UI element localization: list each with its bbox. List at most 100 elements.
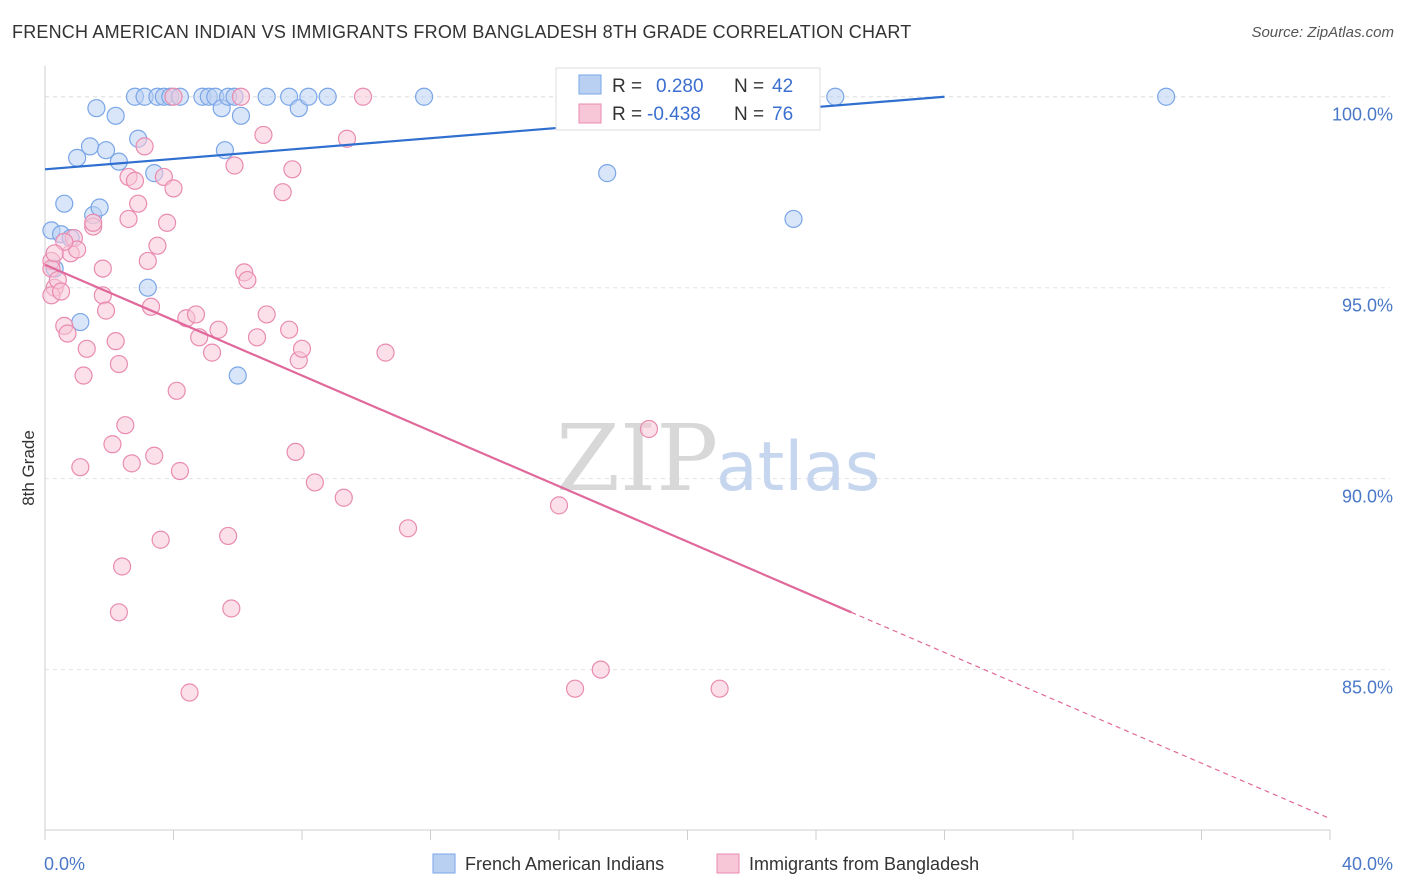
y-tick-labels: 85.0% 90.0% 95.0% 100.0% (1332, 105, 1393, 698)
data-point (710, 679, 729, 698)
data-point (273, 183, 292, 202)
legend-label-immigrants-from-bangladesh: Immigrants from Bangladesh (749, 854, 979, 874)
data-point (337, 129, 357, 148)
data-point (549, 496, 569, 515)
data-point (209, 320, 228, 339)
data-point (87, 99, 106, 118)
data-point (145, 446, 164, 465)
data-point (119, 209, 138, 229)
stats-r-label: R = (612, 76, 642, 97)
data-point (257, 87, 276, 106)
y-axis-label: 8th Grade (19, 430, 38, 506)
data-point (106, 106, 125, 125)
data-point (299, 87, 318, 106)
data-point (1157, 87, 1176, 106)
data-point (122, 454, 141, 473)
data-point (398, 519, 418, 538)
stats-r-value: -0.438 (647, 104, 701, 125)
data-point (257, 305, 276, 324)
data-point (565, 679, 585, 698)
data-point (247, 328, 267, 347)
watermark-zip: ZIP (556, 405, 718, 512)
data-point (109, 354, 128, 374)
data-point (591, 660, 610, 679)
data-point (186, 305, 206, 324)
data-point (292, 339, 312, 358)
data-point (80, 137, 100, 156)
data-point (138, 251, 157, 271)
data-point (231, 106, 251, 125)
data-point (170, 461, 190, 481)
watermark: ZIP atlas (556, 405, 880, 512)
legend-swatch-pink (716, 853, 740, 874)
series-french-american-indians (42, 87, 1176, 385)
y-tick-label: 85.0% (1342, 678, 1393, 698)
data-point (254, 125, 273, 145)
data-point (353, 87, 373, 106)
watermark-atlas: atlas (716, 428, 880, 507)
stats-n-label: N = (734, 104, 764, 125)
data-point (164, 179, 183, 198)
x-tick-label: 0.0% (44, 854, 85, 874)
data-point (125, 171, 145, 190)
data-point (334, 488, 353, 507)
stats-n-value: 76 (772, 104, 793, 125)
chart-title: FRENCH AMERICAN INDIAN VS IMMIGRANTS FRO… (12, 22, 912, 42)
data-point (148, 236, 167, 255)
data-point (71, 458, 90, 477)
data-point (228, 366, 247, 385)
data-point (231, 87, 251, 106)
y-tick-label: 95.0% (1342, 296, 1393, 316)
data-point (116, 416, 135, 435)
data-point (157, 213, 177, 232)
stats-r-value: 0.280 (656, 76, 704, 97)
legend: French American Indians Immigrants from … (432, 853, 979, 874)
data-point (109, 152, 128, 171)
stats-n-label: N = (734, 76, 764, 97)
data-point (376, 343, 395, 362)
data-point (135, 137, 154, 156)
data-point (90, 198, 109, 217)
data-point (164, 87, 183, 106)
data-point (77, 339, 96, 358)
data-point (598, 164, 617, 183)
data-point (225, 156, 244, 175)
data-point (202, 343, 222, 362)
data-point (93, 259, 112, 278)
data-point (318, 87, 337, 106)
data-point (58, 324, 77, 343)
data-point (222, 599, 241, 618)
data-point (103, 435, 122, 454)
data-point (639, 419, 659, 439)
data-point (112, 557, 132, 576)
trend-line-extension (851, 611, 1331, 820)
data-point (414, 87, 434, 106)
grid-lines (45, 96, 1390, 671)
stats-box: R = 0.280 N = 42 R = -0.438 N = 76 (555, 67, 821, 131)
data-point (283, 160, 302, 179)
data-point (286, 442, 305, 462)
y-tick-label: 90.0% (1342, 487, 1393, 507)
data-point (280, 320, 299, 339)
data-point (151, 530, 170, 549)
data-point (784, 209, 803, 229)
data-point (55, 194, 74, 213)
stats-n-value: 42 (772, 76, 793, 97)
data-point (238, 270, 257, 290)
legend-swatch-blue (432, 853, 456, 874)
series-immigrants-from-bangladesh (42, 87, 729, 702)
data-point (129, 194, 148, 213)
data-point (74, 366, 93, 385)
data-point (180, 683, 199, 702)
y-tick-label: 100.0% (1332, 105, 1393, 125)
data-point (51, 282, 71, 301)
data-point (219, 526, 238, 546)
data-point (96, 141, 116, 160)
axes (44, 66, 1331, 840)
data-point (84, 213, 103, 232)
data-point (138, 278, 157, 297)
data-point (826, 87, 845, 106)
data-point (45, 244, 64, 263)
data-point (106, 332, 125, 351)
